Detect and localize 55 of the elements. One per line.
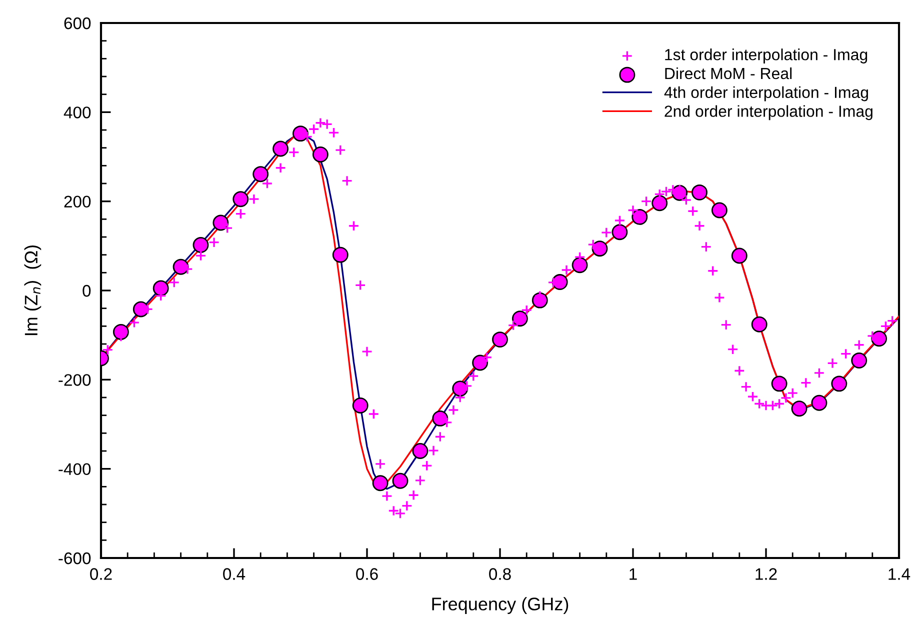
x-tick-label: 0.8 <box>489 568 511 580</box>
point <box>192 237 209 254</box>
point <box>871 330 888 347</box>
point <box>412 443 428 459</box>
point <box>292 126 308 142</box>
point <box>232 191 249 208</box>
point <box>851 352 868 368</box>
point <box>831 376 848 392</box>
x-tick-label: 0.2 <box>90 568 112 580</box>
point <box>152 280 169 296</box>
y-tick-label: -600 <box>58 552 91 564</box>
point <box>312 146 328 162</box>
point <box>692 184 708 200</box>
point <box>771 376 788 392</box>
point <box>791 400 808 417</box>
x-tick-label: 1.2 <box>756 568 777 580</box>
point <box>272 140 289 157</box>
x-tick-label: 1.4 <box>888 568 910 580</box>
point <box>811 394 828 411</box>
x-tick-label: 0.6 <box>356 568 378 580</box>
point <box>572 257 588 274</box>
y-tick-label: -200 <box>58 374 91 386</box>
x-tick-label: 0.4 <box>223 568 246 580</box>
point <box>172 258 189 275</box>
point <box>372 475 388 492</box>
y-tick-label: 200 <box>64 196 91 208</box>
point <box>751 316 768 332</box>
y-tick-label: 600 <box>64 17 91 30</box>
y-axis-title: Im (Z$_{n}$) (Ω) <box>24 245 42 336</box>
point <box>392 472 408 489</box>
point <box>632 208 648 225</box>
legend-label: 1st order interpolation - Imag <box>665 48 868 64</box>
point <box>492 332 508 348</box>
x-tick-label: 1 <box>630 568 637 580</box>
point <box>332 246 348 263</box>
point <box>432 410 448 426</box>
point <box>552 274 568 290</box>
legend-label: 4th order interpolation - Imag <box>664 86 868 102</box>
point <box>472 354 488 371</box>
point <box>512 310 528 327</box>
point <box>212 214 229 231</box>
legend-label: Direct MoM - Real <box>665 67 792 80</box>
point <box>652 195 668 212</box>
point <box>612 224 628 240</box>
point <box>252 166 269 182</box>
x-axis-title: Frequency (GHz) <box>432 597 568 614</box>
point <box>592 240 608 257</box>
y-tick-label: 400 <box>64 106 91 118</box>
legend-label: 2nd order interpolation - Imag <box>664 105 872 120</box>
y-tick-label: -400 <box>58 463 91 476</box>
point <box>352 398 368 414</box>
point <box>711 202 728 218</box>
point <box>452 380 468 397</box>
y-tick-label: 0 <box>82 284 91 297</box>
point <box>731 248 748 264</box>
